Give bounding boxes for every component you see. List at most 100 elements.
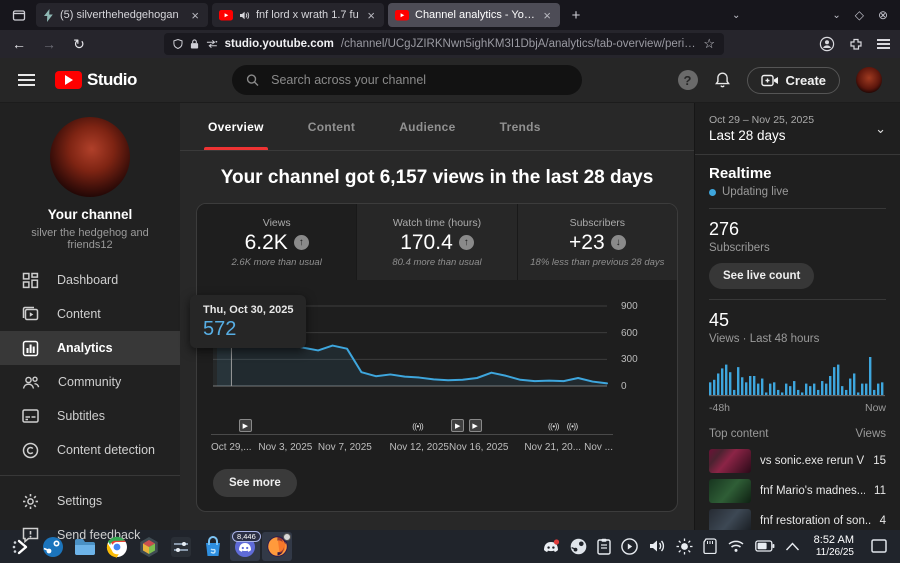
top-content-row[interactable]: fnf Mario's madnes... 11 <box>709 476 886 506</box>
studio-sidebar: Your channel silver the hedgehog and fri… <box>0 103 180 543</box>
date-range-label: Last 28 days <box>709 128 786 143</box>
shield-icon[interactable] <box>173 38 183 50</box>
chrome-icon[interactable] <box>102 532 132 561</box>
updating-live: Updating live <box>709 186 886 198</box>
y-tick-label: 300 <box>621 354 638 366</box>
sidebar-item-label: Dashboard <box>57 273 119 287</box>
tab-overview[interactable]: Overview <box>190 103 282 150</box>
account-icon[interactable] <box>819 36 835 52</box>
bookmark-star-icon[interactable]: ☆ <box>703 36 715 51</box>
sidebar-item-analytics[interactable]: Analytics <box>0 331 180 365</box>
sidebar-item-dashboard[interactable]: Dashboard <box>0 263 180 297</box>
back-icon[interactable]: ← <box>12 36 26 52</box>
discord-icon[interactable]: 8,446 <box>230 531 261 561</box>
reload-icon[interactable]: ↻ <box>73 35 85 52</box>
sidebar-item-label: Community <box>58 375 122 389</box>
sdcard-icon[interactable] <box>702 538 717 555</box>
url-bar[interactable]: studio.youtube.com/channel/UCgJZIRKNwn5i… <box>164 33 724 55</box>
metric-card-watch-time-hours-[interactable]: Watch time (hours) 170.4 ↑ 80.4 more than u… <box>356 204 517 280</box>
metric-card-subscribers[interactable]: Subscribers +23 ↓ 18% less than previous 28… <box>516 204 677 280</box>
extension-icon[interactable] <box>849 37 863 51</box>
channel-search[interactable] <box>232 65 583 95</box>
x-tick-label: Nov 7, 2025 <box>317 442 372 453</box>
tab-close-icon[interactable]: × <box>543 7 551 23</box>
date-range-selector[interactable]: Oct 29 – Nov 25, 2025 Last 28 days ⌄ <box>695 103 900 155</box>
top-content-row[interactable]: vs sonic.exe rerun V... 15 <box>709 446 886 476</box>
hamburger-icon[interactable] <box>18 71 35 89</box>
sidebar-item-settings[interactable]: Settings <box>0 484 180 518</box>
tab-audience[interactable]: Audience <box>399 119 456 134</box>
forward-icon[interactable]: → <box>42 36 56 52</box>
settings-sliders-icon[interactable] <box>166 532 196 561</box>
browser-tab-2[interactable]: Channel analytics - YouT × <box>388 3 560 27</box>
realtime-bar-chart[interactable] <box>709 353 885 397</box>
maximize-icon[interactable]: ◇ <box>854 8 864 22</box>
video-views: 15 <box>873 455 886 467</box>
see-more-button[interactable]: See more <box>213 469 297 497</box>
sidebar-item-content-detection[interactable]: Content detection <box>0 433 180 467</box>
tab-content[interactable]: Content <box>307 119 356 134</box>
tab-title: (5) silverthehedgehogan <box>60 9 179 21</box>
tray-discord-icon[interactable] <box>542 539 560 554</box>
show-desktop-button[interactable] <box>868 534 890 558</box>
volume-icon[interactable] <box>648 538 666 554</box>
permissions-icon[interactable] <box>206 39 218 49</box>
close-window-icon[interactable]: ⊗ <box>877 8 888 22</box>
realtime-title: Realtime <box>709 165 772 182</box>
video-publish-marker[interactable]: ▶ <box>238 419 252 432</box>
taskbar-clock[interactable]: 8:52 AM 11/26/25 <box>814 534 854 558</box>
tray-expand-icon[interactable] <box>785 542 800 551</box>
sidebar-item-label: Content detection <box>57 443 155 457</box>
battery-icon[interactable] <box>754 540 775 553</box>
app-store-icon[interactable] <box>198 532 228 561</box>
browser-tab-0[interactable]: (5) silverthehedgehogan × <box>36 3 208 27</box>
video-publish-marker[interactable]: ▶ <box>451 419 465 432</box>
top-content-list: vs sonic.exe rerun V... 15 fnf Mario's mad… <box>709 446 886 530</box>
menu-icon[interactable] <box>877 37 890 52</box>
audio-icon[interactable] <box>239 10 250 21</box>
top-content-header: Top content Views <box>709 428 886 440</box>
lock-icon[interactable] <box>190 38 199 50</box>
sidebar-item-content[interactable]: Content <box>0 297 180 331</box>
axis-right-label: Now <box>864 402 886 414</box>
list-tabs-icon[interactable]: ⌄ <box>832 9 841 21</box>
account-avatar[interactable] <box>856 67 882 93</box>
browser-tab-1[interactable]: fnf lord x wrath 1.7 fu × <box>212 3 384 27</box>
firefox-icon[interactable] <box>262 532 292 561</box>
metric-card-views[interactable]: Views 6.2K ↑ 2.6K more than usual <box>197 204 357 280</box>
sidebar-item-subtitles[interactable]: Subtitles <box>0 399 180 433</box>
file-manager-icon[interactable] <box>70 532 100 561</box>
tab-close-icon[interactable]: × <box>367 7 375 23</box>
tray-steam-icon[interactable] <box>570 538 587 555</box>
studio-logo[interactable]: Studio <box>55 70 137 90</box>
media-player-icon[interactable] <box>620 538 638 555</box>
sidebar-item-community[interactable]: Community <box>0 365 180 399</box>
brightness-icon[interactable] <box>676 538 693 555</box>
create-button[interactable]: Create <box>746 66 840 94</box>
live-stream-marker[interactable]: ((•)) <box>412 422 424 431</box>
live-stream-marker[interactable]: ((•)) <box>566 422 578 431</box>
video-thumbnail <box>709 509 751 530</box>
x-tick-label: Nov 3, 2025 <box>258 442 313 453</box>
y-tick-label: 900 <box>621 301 638 312</box>
clipboard-icon[interactable] <box>596 538 611 555</box>
steam-icon[interactable] <box>38 532 68 561</box>
bell-icon[interactable] <box>714 71 731 89</box>
firefox-view-icon[interactable] <box>6 4 32 26</box>
publish-markers: ▶ ((•)) ▶ ▶ ((•)) ((•)) <box>211 418 613 435</box>
search-input[interactable] <box>271 73 569 87</box>
live-stream-marker[interactable]: ((•)) <box>548 422 559 431</box>
help-icon[interactable]: ? <box>677 70 698 90</box>
video-publish-marker[interactable]: ▶ <box>468 419 482 432</box>
wifi-icon[interactable] <box>727 539 745 553</box>
metric-value: 6.2K <box>244 230 288 254</box>
see-live-count-button[interactable]: See live count <box>709 263 815 289</box>
top-content-row[interactable]: fnf restoration of son... 4 <box>709 506 886 530</box>
channel-avatar[interactable] <box>50 117 130 197</box>
tab-close-icon[interactable]: × <box>191 7 199 23</box>
new-tab-button[interactable]: + <box>571 6 581 24</box>
launcher-icon[interactable] <box>6 532 36 561</box>
prism-launcher-icon[interactable] <box>134 532 164 561</box>
tab-overflow-chevron[interactable]: ⌄ <box>732 9 741 21</box>
tab-trends[interactable]: Trends <box>499 119 541 134</box>
